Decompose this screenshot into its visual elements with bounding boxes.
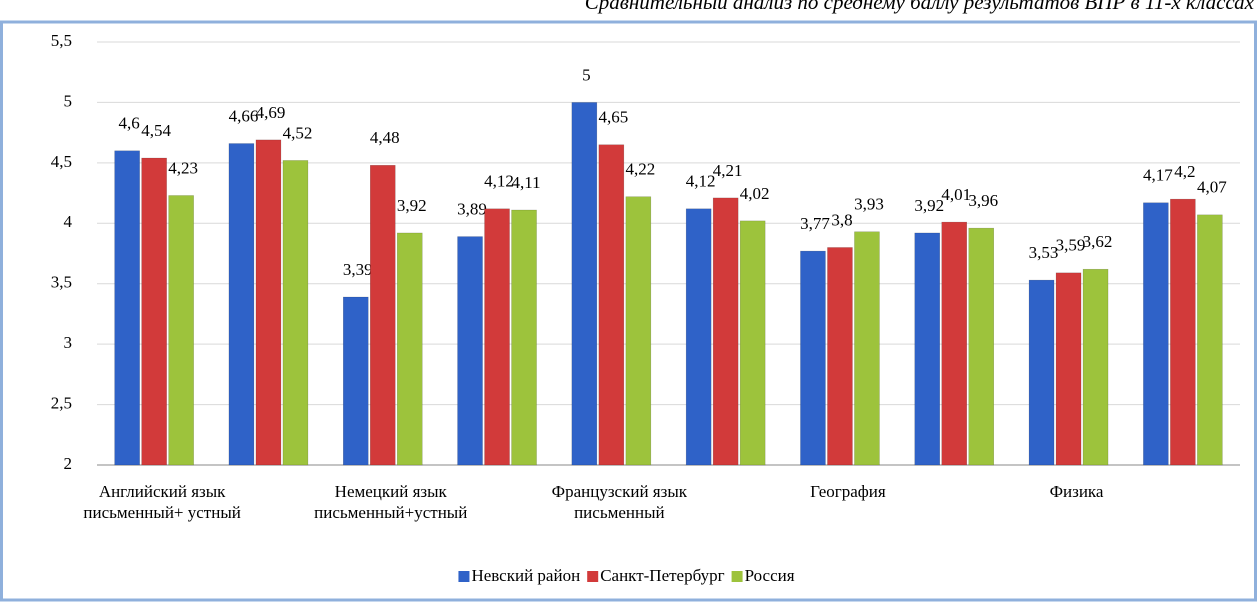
- value-label: 4,6: [119, 114, 140, 133]
- value-label: 3,8: [831, 210, 852, 229]
- bar: [484, 208, 510, 466]
- bar: [598, 144, 625, 466]
- bar: [571, 102, 598, 466]
- value-label: 3,96: [968, 191, 998, 210]
- value-label: 4,69: [256, 103, 286, 122]
- bar: [827, 247, 853, 466]
- value-label: 3,59: [1056, 236, 1086, 255]
- value-label: 4,12: [686, 172, 716, 191]
- bar: [914, 232, 940, 466]
- bar: [941, 221, 967, 466]
- legend-label: Невский район: [471, 566, 580, 585]
- value-label: 3,39: [343, 260, 373, 279]
- value-label: 3,89: [457, 199, 487, 218]
- value-label: 4,17: [1143, 166, 1173, 185]
- bar: [141, 157, 167, 466]
- value-label: 3,93: [854, 195, 884, 214]
- bar: [168, 195, 194, 466]
- bar: [739, 220, 766, 466]
- value-label: 4,52: [283, 123, 313, 142]
- bar: [800, 250, 826, 466]
- value-label: 4,66: [229, 106, 259, 125]
- legend-label: Санкт-Петербург: [600, 566, 724, 585]
- bar: [854, 231, 880, 466]
- y-tick-label: 2,5: [51, 393, 72, 412]
- chart-title: Сравнительный анализ по среднему баллу р…: [585, 0, 1255, 14]
- legend-marker: [587, 571, 599, 582]
- bar: [1143, 202, 1169, 466]
- x-tick-label: География: [810, 482, 886, 501]
- value-label: 5: [582, 65, 591, 84]
- value-label: 4,12: [484, 172, 514, 191]
- bar: [343, 296, 369, 466]
- y-tick-label: 3: [64, 333, 73, 352]
- y-tick-label: 5,5: [51, 31, 72, 50]
- bar: [1170, 198, 1196, 466]
- x-tick-label: Французский язык письменный: [551, 482, 688, 522]
- bar: [282, 160, 309, 466]
- legend-marker: [458, 571, 470, 582]
- y-tick-label: 5: [64, 91, 73, 110]
- legend-label: Россия: [745, 566, 795, 585]
- value-label: 4,01: [941, 185, 971, 204]
- value-label: 4,23: [168, 158, 198, 177]
- value-label: 4,48: [370, 128, 400, 147]
- value-label: 4,2: [1174, 162, 1195, 181]
- bar: [625, 196, 652, 466]
- bar: [1197, 214, 1223, 466]
- value-label: 3,92: [914, 196, 944, 215]
- value-label: 4,11: [511, 173, 540, 192]
- value-label: 4,07: [1197, 178, 1227, 197]
- y-tick-label: 4,5: [51, 152, 72, 171]
- value-label: 3,77: [800, 214, 830, 233]
- value-label: 4,21: [713, 161, 743, 180]
- y-tick-label: 2: [64, 454, 73, 473]
- bar: [712, 197, 739, 466]
- x-tick-label: Английский язык письменный+ устный: [83, 482, 241, 522]
- bar: [457, 236, 483, 466]
- value-label: 3,62: [1083, 232, 1113, 251]
- bar: [511, 209, 537, 466]
- bar: [397, 232, 423, 466]
- value-label: 4,65: [598, 108, 628, 127]
- bar: [370, 165, 396, 466]
- value-label: 4,22: [625, 160, 655, 179]
- bar: [968, 227, 994, 466]
- bar: [685, 208, 712, 466]
- legend-marker: [731, 571, 743, 582]
- bar: [1055, 272, 1082, 466]
- value-label: 3,92: [397, 196, 427, 215]
- bar: [114, 150, 140, 466]
- value-label: 4,02: [740, 184, 770, 203]
- y-tick-label: 3,5: [51, 273, 72, 292]
- x-tick-label: Физика: [1049, 482, 1104, 501]
- value-label: 4,54: [141, 121, 171, 140]
- bar: [1028, 279, 1055, 466]
- bar: [255, 139, 282, 466]
- y-tick-label: 4: [64, 212, 73, 231]
- bar: [228, 143, 255, 466]
- chart-frame: [0, 20, 1257, 602]
- bar: [1082, 268, 1109, 466]
- value-label: 3,53: [1029, 243, 1059, 262]
- x-tick-label: Немецкий язык письменный+устный: [314, 482, 468, 522]
